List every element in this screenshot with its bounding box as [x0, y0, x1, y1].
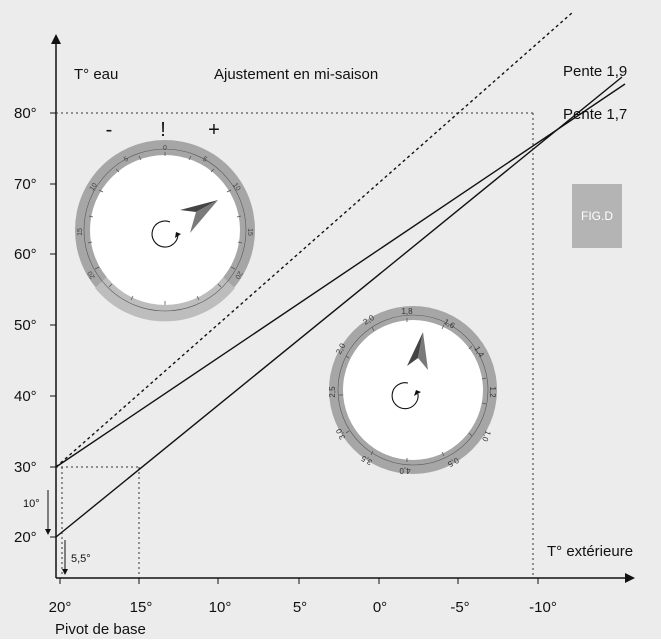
rotate-arrow-head	[175, 232, 181, 238]
y-tick-marks	[50, 112, 56, 538]
right-dial-number: 4,0	[399, 466, 411, 475]
y-tick-label: 60°	[14, 246, 37, 263]
y-axis-title: T° eau	[74, 66, 118, 83]
x-tick-label: 0°	[373, 599, 387, 616]
curve-dashed	[55, 11, 574, 468]
left-dial-number: 5	[201, 156, 208, 164]
right-dial-face	[343, 320, 483, 460]
right-dial-ticks	[339, 318, 487, 462]
left-dial-number: 5	[123, 156, 130, 164]
right-dial-inner-line	[337, 314, 489, 466]
right-dial-number: 1,2	[488, 386, 497, 398]
offset-55-label: 5,5°	[71, 553, 91, 565]
pivot-label: Pivot de base	[55, 621, 146, 638]
left-dial[interactable]: - ! + 0 5 10 15	[75, 119, 255, 322]
figure-label: FIG.D	[581, 209, 613, 223]
rotate-arrow-icon	[391, 382, 419, 410]
left-dial-number: 0	[163, 145, 167, 152]
right-dial-number: 1,0	[480, 429, 493, 443]
left-dial-number: 20	[87, 270, 97, 280]
left-dial-face	[90, 155, 240, 305]
figure-badge	[572, 184, 622, 248]
left-dial-inner-line	[83, 148, 247, 312]
rotate-arrow-icon	[151, 220, 179, 248]
left-dial-number: 20	[233, 270, 243, 280]
rotate-arrow-head	[414, 390, 421, 396]
offset-10-label: 10°	[23, 498, 40, 510]
right-dial-number: 2,5	[328, 386, 337, 398]
needle-icon	[407, 332, 428, 370]
left-dial-number: 10	[231, 182, 241, 192]
x-tick-label: 15°	[130, 599, 153, 616]
x-tick-label: -5°	[450, 599, 469, 616]
left-dial-number: 15	[77, 228, 84, 236]
dial-exclaim-mark: !	[160, 119, 166, 141]
x-tick-label: 5°	[293, 599, 307, 616]
curve-pente-1-9	[55, 83, 626, 468]
dial-plus-mark: +	[208, 119, 220, 141]
curve-pente-1-7	[55, 76, 623, 538]
dial-minus-mark: -	[106, 119, 113, 141]
y-tick-label: 30°	[14, 459, 37, 476]
left-dial-number: 15	[246, 228, 253, 236]
reference-dotted-lines	[56, 112, 534, 578]
right-dial-number: 3,0	[334, 427, 347, 441]
y-tick-label: 20°	[14, 529, 37, 546]
needle-icon	[180, 200, 218, 233]
y-tick-label: 50°	[14, 317, 37, 334]
right-dial-number: 1,8	[401, 307, 413, 316]
x-axis-title: T° extérieure	[547, 543, 633, 560]
left-dial-ticks	[87, 152, 243, 305]
curve-label-pente-1-7: Pente 1,7	[563, 106, 627, 123]
y-tick-label: 80°	[14, 105, 37, 122]
diagram-title: Ajustement en mi-saison	[214, 66, 378, 83]
y-tick-label: 40°	[14, 388, 37, 405]
y-tick-label: 70°	[14, 176, 37, 193]
left-dial-number: 10	[89, 182, 99, 192]
curve-label-pente-1-9: Pente 1,9	[563, 63, 627, 80]
x-tick-label: -10°	[529, 599, 557, 616]
right-dial[interactable]: 1,8 1,6 1,4 1,2 1,0 0,5 4,0 3,5 3,0 2,5 …	[328, 306, 497, 475]
x-tick-marks	[59, 578, 539, 584]
x-tick-label: 10°	[209, 599, 232, 616]
left-dial-ring-darker-segment	[95, 276, 235, 322]
x-tick-label: 20°	[49, 599, 72, 616]
